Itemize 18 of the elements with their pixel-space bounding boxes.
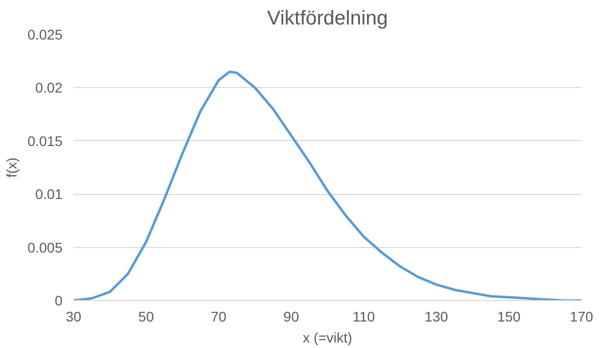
y-tick-label: 0 — [54, 292, 63, 308]
x-tick-label: 90 — [283, 308, 300, 324]
x-tick-label: 50 — [138, 308, 154, 324]
x-tick-label: 150 — [497, 308, 521, 324]
x-tick-label: 30 — [66, 308, 82, 324]
x-tick-label: 70 — [210, 308, 227, 324]
y-axis-title: f(x) — [3, 157, 20, 178]
y-tick-label: 0.02 — [35, 80, 63, 96]
x-tick-label: 110 — [352, 308, 376, 324]
y-tick-label: 0.01 — [35, 186, 63, 202]
y-tick-label: 0.025 — [27, 26, 63, 42]
x-tick-label: 170 — [570, 308, 594, 324]
y-tick-label: 0.005 — [27, 239, 63, 256]
chart-title: Viktfördelning — [267, 8, 388, 30]
x-axis-title: x (=vikt) — [302, 330, 352, 346]
y-tick-label: 0.015 — [27, 132, 63, 149]
x-tick-label: 130 — [424, 308, 448, 324]
line-series — [74, 70, 582, 300]
